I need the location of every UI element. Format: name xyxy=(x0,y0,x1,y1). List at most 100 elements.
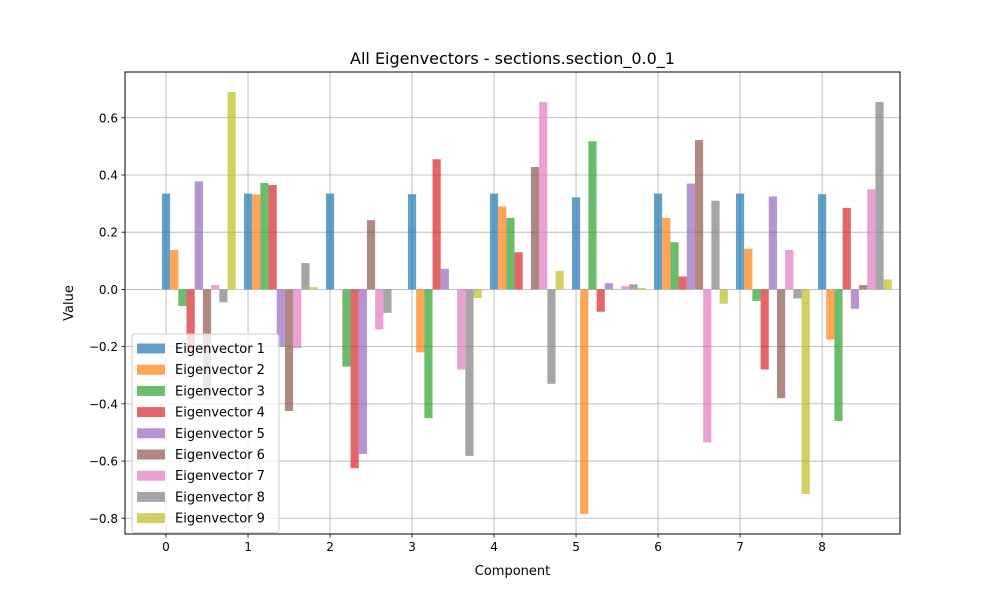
y-tick-label: 0.0 xyxy=(99,283,118,297)
bar-3-6 xyxy=(670,242,679,290)
bar-8-0 xyxy=(219,289,228,303)
bar-7-5 xyxy=(621,285,630,290)
x-axis-ticks: 0 1 2 3 4 5 6 7 8 xyxy=(162,534,826,554)
x-tick-label: 6 xyxy=(654,540,662,554)
legend-entry: Eigenvector 6 xyxy=(175,448,265,463)
legend-entry: Eigenvector 5 xyxy=(175,427,265,442)
bar-8-4 xyxy=(547,289,556,384)
bar-6-4 xyxy=(530,166,540,290)
bar-5-5 xyxy=(604,283,613,290)
legend-swatch xyxy=(137,364,165,375)
x-axis-label: Component xyxy=(475,564,550,579)
bar-5-7 xyxy=(768,196,777,290)
bar-7-2 xyxy=(375,289,384,330)
chart-title: All Eigenvectors - sections.section_0.0_… xyxy=(350,49,675,69)
bar-2-3 xyxy=(416,289,425,353)
bar-4-2 xyxy=(350,289,359,469)
bar-5-1 xyxy=(276,289,285,347)
x-tick-label: 4 xyxy=(490,540,498,554)
bar-1-5 xyxy=(571,197,581,290)
bar-7-7 xyxy=(785,249,794,290)
bar-6-7 xyxy=(776,289,786,399)
bar-3-5 xyxy=(588,141,597,290)
y-tick-label: 0.2 xyxy=(99,226,118,240)
bar-4-3 xyxy=(432,159,441,290)
bar-9-0 xyxy=(227,92,236,290)
bar-2-1 xyxy=(252,194,261,290)
y-tick-label: −0.8 xyxy=(89,512,118,526)
bar-9-4 xyxy=(555,270,564,290)
x-tick-label: 7 xyxy=(736,540,744,554)
bar-8-1 xyxy=(301,263,310,290)
y-tick-label: −0.6 xyxy=(89,455,118,469)
x-tick-label: 1 xyxy=(244,540,252,554)
bar-4-6 xyxy=(678,276,687,290)
y-tick-label: −0.2 xyxy=(89,340,118,354)
bar-1-1 xyxy=(243,193,253,290)
bar-7-4 xyxy=(539,102,548,290)
bar-8-5 xyxy=(629,284,638,290)
bar-6-6 xyxy=(694,140,704,290)
legend-entry: Eigenvector 9 xyxy=(175,512,265,527)
legend-entry: Eigenvector 1 xyxy=(175,342,265,357)
legend-entry: Eigenvector 8 xyxy=(175,490,265,505)
bar-2-4 xyxy=(498,206,507,290)
x-tick-label: 0 xyxy=(162,540,170,554)
bar-3-0 xyxy=(178,289,187,307)
bar-2-5 xyxy=(580,289,589,514)
bar-1-4 xyxy=(489,193,499,290)
bar-2-0 xyxy=(170,249,179,290)
bar-6-2 xyxy=(366,220,376,290)
bar-7-8 xyxy=(867,189,876,290)
bar-7-0 xyxy=(211,285,220,290)
bar-1-2 xyxy=(325,193,335,290)
bar-7-6 xyxy=(703,289,712,443)
y-tick-label: 0.4 xyxy=(99,168,118,182)
legend: Eigenvector 1 Eigenvector 2 Eigenvector 3 E… xyxy=(131,333,280,534)
bar-9-6 xyxy=(719,289,728,304)
bar-1-7 xyxy=(735,193,745,290)
bar-9-7 xyxy=(801,289,810,494)
y-tick-label: −0.4 xyxy=(89,397,118,411)
bar-2-6 xyxy=(662,217,671,290)
bar-3-2 xyxy=(342,289,351,367)
bar-8-3 xyxy=(465,289,474,456)
legend-swatch xyxy=(137,513,165,524)
y-axis-label: Value xyxy=(62,285,77,321)
bar-4-8 xyxy=(842,207,851,290)
bar-2-8 xyxy=(826,289,835,340)
bar-9-8 xyxy=(883,279,892,290)
legend-swatch xyxy=(137,428,165,439)
bar-4-1 xyxy=(268,184,277,290)
legend-swatch xyxy=(137,407,165,418)
legend-swatch xyxy=(137,491,165,502)
bar-2-7 xyxy=(744,248,753,290)
bar-7-3 xyxy=(457,289,466,370)
plot-frame xyxy=(124,71,901,535)
legend-swatch xyxy=(137,343,165,354)
bar-1-3 xyxy=(407,194,417,290)
legend-box xyxy=(131,333,280,534)
bar-9-5 xyxy=(637,287,646,290)
bar-4-5 xyxy=(596,289,605,312)
legend-swatch xyxy=(137,449,165,460)
bar-6-1 xyxy=(284,289,294,411)
bar-3-7 xyxy=(752,289,761,301)
x-tick-label: 5 xyxy=(572,540,580,554)
bar-9-1 xyxy=(309,287,318,290)
y-tick-label: 0.6 xyxy=(99,111,118,125)
legend-swatch xyxy=(137,470,165,481)
legend-entry: Eigenvector 4 xyxy=(175,406,265,421)
bar-5-3 xyxy=(440,268,449,290)
bar-3-4 xyxy=(506,217,515,290)
y-axis-ticks: −0.8 −0.6 −0.4 −0.2 0.0 0.2 0.4 0.6 xyxy=(89,111,125,526)
bar-1-0 xyxy=(161,193,171,290)
legend-entry: Eigenvector 7 xyxy=(175,469,265,484)
legend-entry: Eigenvector 3 xyxy=(175,384,265,399)
legend-entry: Eigenvector 2 xyxy=(175,363,265,378)
bar-9-3 xyxy=(473,289,482,298)
bar-1-8 xyxy=(817,194,827,290)
bar-8-7 xyxy=(793,289,802,299)
bar-3-1 xyxy=(260,182,269,290)
